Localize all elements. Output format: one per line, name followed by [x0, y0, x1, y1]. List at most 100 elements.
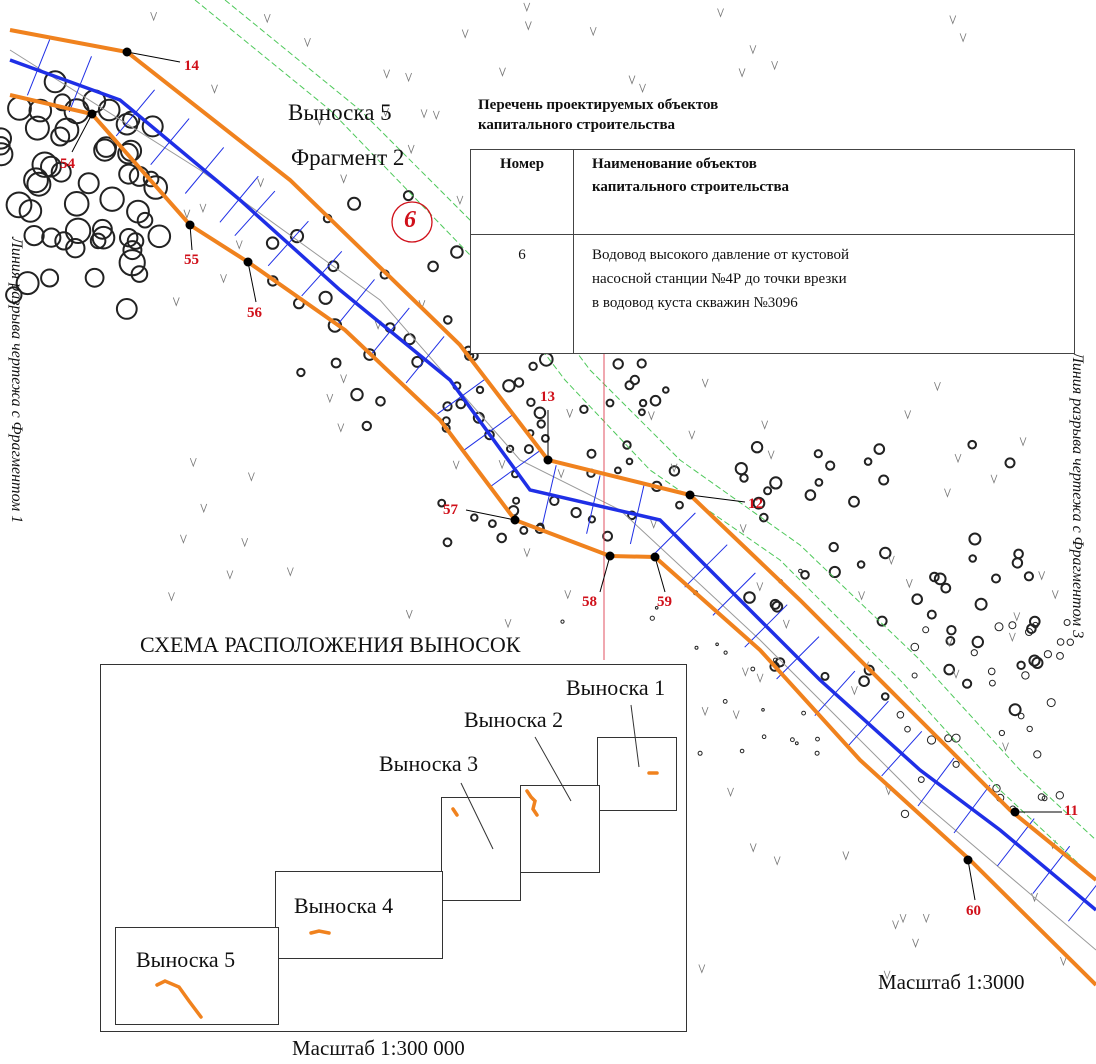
- vegetation-symbol: [761, 420, 769, 430]
- callout-scheme-frame: Выноска 1 Выноска 2 Выноска 3 Выноска 4 …: [100, 664, 687, 1032]
- vegetation-symbol: [732, 710, 740, 720]
- terrain-symbol: [347, 196, 362, 211]
- terrain-symbol: [1011, 557, 1024, 569]
- vegetation-symbol: [248, 472, 255, 482]
- route-fragment-5: [155, 979, 203, 1019]
- terrain-symbol: [773, 657, 778, 663]
- terrain-symbol: [541, 434, 550, 443]
- terrain-symbol: [512, 496, 521, 505]
- vegetation-symbol: [842, 851, 850, 861]
- vegetation-symbol: [211, 84, 218, 94]
- terrain-symbol: [825, 460, 836, 471]
- terrain-symbol: [1033, 750, 1042, 759]
- terrain-symbol: [943, 663, 956, 676]
- terrain-symbol: [769, 598, 781, 610]
- vegetation-symbol: [1060, 956, 1067, 967]
- terrain-symbol: [0, 127, 12, 150]
- terrain-symbol: [1023, 571, 1035, 582]
- terrain-symbol: [800, 570, 810, 580]
- objects-table-title-line: Перечень проектируемых объектов: [478, 97, 719, 113]
- terrain-symbol: [115, 298, 138, 320]
- vegetation-symbol: [749, 45, 757, 55]
- terrain-symbol: [662, 386, 670, 394]
- terrain-symbol: [911, 593, 924, 606]
- terrain-symbol: [147, 224, 172, 249]
- vegetation-symbol: [701, 706, 709, 717]
- terrain-symbol: [900, 809, 910, 819]
- contour-lines: [194, 0, 1096, 881]
- vegetation-symbol: [851, 686, 858, 696]
- callout-box-4: [275, 871, 443, 959]
- terrain-symbol: [763, 486, 773, 496]
- vegetation-symbol: [899, 914, 907, 924]
- terrain-symbol: [442, 401, 453, 412]
- terrain-symbol: [402, 190, 414, 202]
- object-marker-circle: [391, 201, 433, 243]
- terrain-symbol: [443, 315, 453, 325]
- terrain-symbol: [952, 760, 960, 768]
- vegetation-symbol: [241, 538, 249, 548]
- terrain-symbol: [761, 708, 765, 712]
- vegetation-symbol: [738, 68, 746, 78]
- break-line-left-note: Линия разрыва чертежа с Фрагментом 1: [8, 237, 25, 524]
- terrain-symbol: [363, 348, 376, 361]
- terrain-symbol: [945, 636, 956, 646]
- row-name-line: Водовод высокого давление от кустовой: [592, 247, 849, 263]
- terrain-symbol: [539, 352, 554, 367]
- terrain-symbol: [586, 448, 597, 459]
- vegetation-symbol: [257, 178, 264, 188]
- terrain-symbol: [1037, 793, 1046, 801]
- terrain-symbol: [536, 419, 546, 429]
- terrain-symbol: [929, 571, 940, 583]
- terrain-symbol: [910, 642, 920, 652]
- terrain-symbol: [722, 699, 728, 704]
- terrain-symbol: [820, 671, 830, 681]
- vegetation-symbol: [670, 463, 678, 473]
- terrain-symbol: [794, 741, 799, 746]
- vegetation-symbol: [756, 673, 764, 683]
- terrain-symbol: [814, 478, 824, 487]
- vegetation-symbol: [405, 72, 412, 83]
- terrain-symbol: [917, 776, 925, 783]
- vegetation-symbol: [504, 618, 512, 629]
- vegetation-symbol: [945, 637, 953, 648]
- terrain-symbol: [1031, 656, 1044, 670]
- point-12-label: 12: [748, 496, 763, 512]
- terrain-symbol: [989, 679, 996, 687]
- vegetation-symbol: [905, 579, 913, 589]
- terrain-symbol: [994, 622, 1004, 632]
- terrain-symbol: [904, 725, 911, 733]
- vegetation-symbol: [337, 423, 345, 433]
- terrain-symbol: [23, 167, 49, 194]
- terrain-symbol: [668, 465, 681, 477]
- terrain-symbol: [629, 374, 640, 386]
- terrain-symbol: [119, 228, 139, 248]
- terrain-symbol: [450, 245, 464, 259]
- terrain-symbol: [15, 271, 40, 296]
- terrain-symbol: [625, 457, 634, 466]
- terrain-symbol: [636, 358, 647, 369]
- terrain-symbol: [848, 495, 860, 508]
- terrain-symbol: [933, 572, 947, 586]
- callout-box-3: [441, 797, 521, 901]
- terrain-symbol: [40, 268, 60, 288]
- terrain-symbol: [1016, 660, 1026, 670]
- vegetation-symbol: [1002, 742, 1009, 752]
- row-name-line: насосной станции №4Р до точки врезки: [592, 271, 847, 287]
- terrain-symbol: [750, 441, 764, 454]
- vegetation-symbol: [189, 458, 197, 468]
- point-59-label: 59: [657, 594, 672, 610]
- terrain-symbol: [130, 265, 149, 283]
- callout-scheme-graphics: [155, 704, 659, 1019]
- terrain-symbol: [998, 729, 1006, 737]
- terrain-symbol: [739, 473, 749, 483]
- vegetation-symbol: [340, 374, 347, 384]
- terrain-symbol: [654, 606, 659, 610]
- terrain-symbol: [922, 626, 930, 634]
- vegetation-symbol: [1051, 590, 1059, 600]
- callout-1-label: Выноска 1: [566, 675, 666, 700]
- point-57-label: 57: [443, 502, 458, 518]
- terrain-symbol: [64, 217, 92, 245]
- terrain-symbol: [951, 733, 961, 743]
- terrain-symbol: [815, 736, 820, 742]
